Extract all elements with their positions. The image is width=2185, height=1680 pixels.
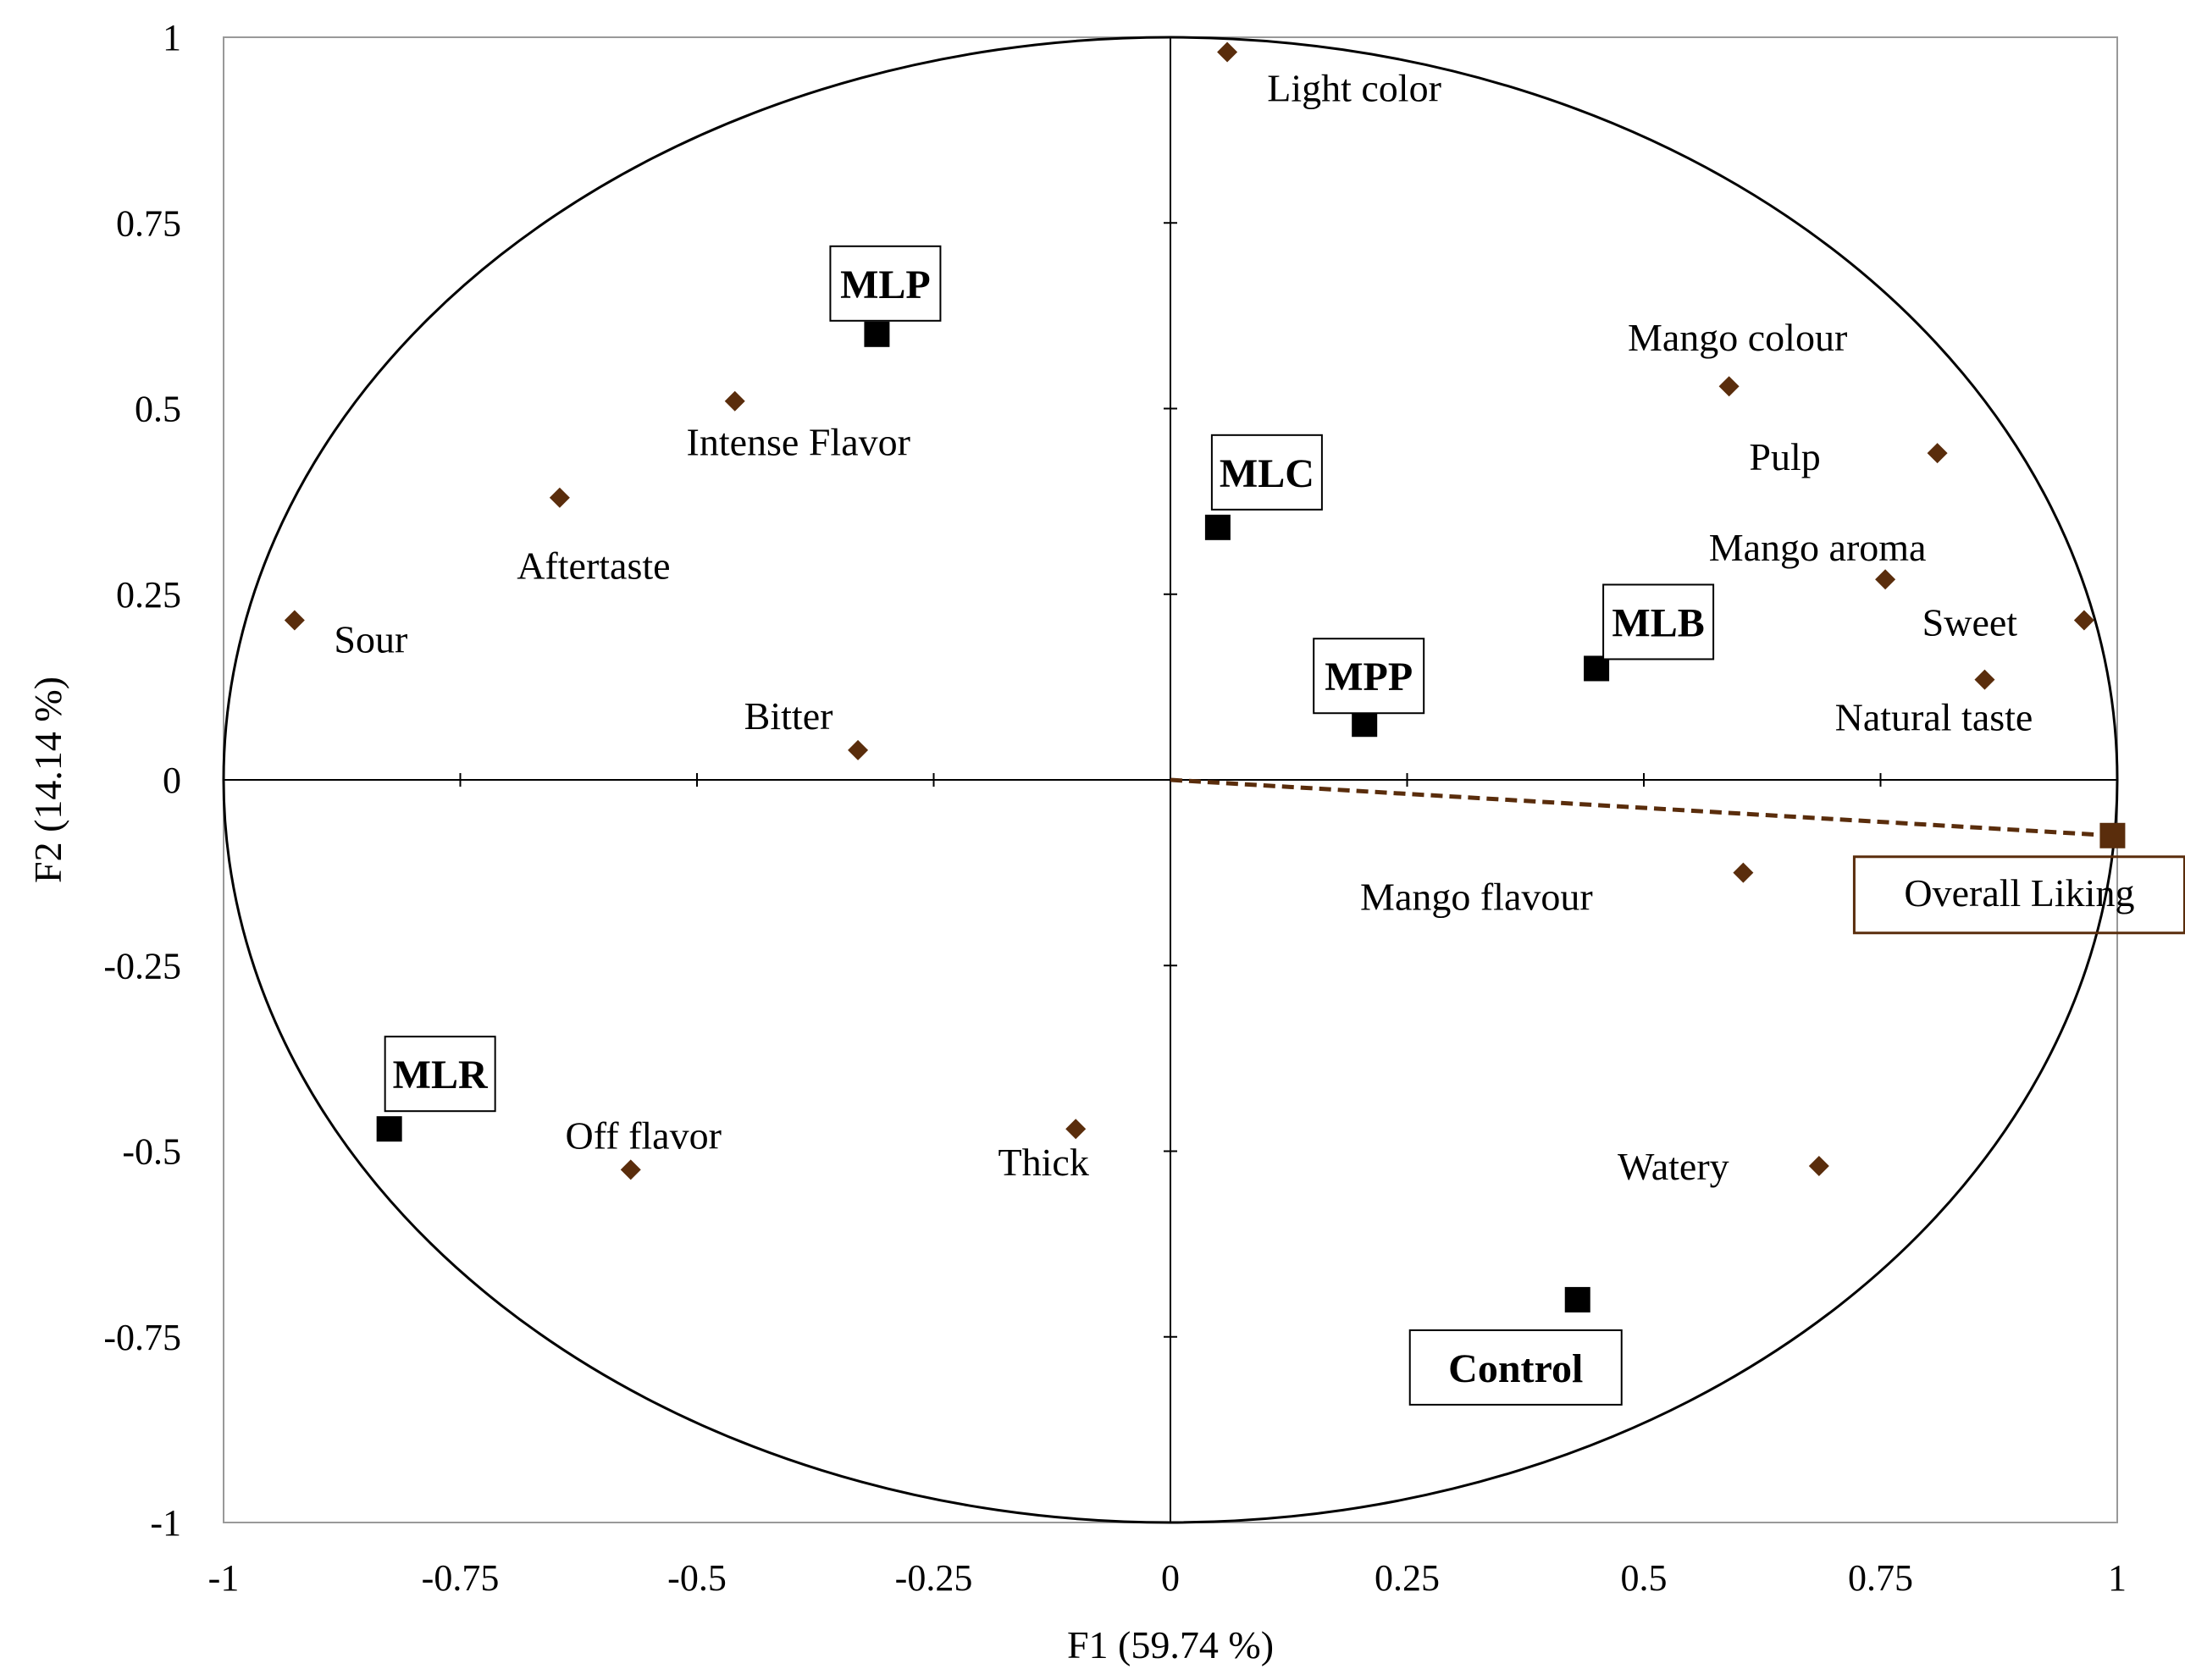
attribute-label-sweet: Sweet — [1922, 600, 2018, 644]
attribute-point-bitter — [848, 739, 869, 760]
attribute-point-off-flavor — [620, 1159, 641, 1180]
attribute-label-off-flavor: Off flavor — [566, 1114, 722, 1157]
attribute-label-bitter: Bitter — [744, 694, 833, 738]
sample-label-box-mlr — [384, 1036, 496, 1113]
overall-liking-vector — [1170, 777, 2113, 838]
attribute-point-thick — [1065, 1119, 1087, 1140]
attribute-label-thick: Thick — [998, 1141, 1089, 1184]
attribute-point-sweet — [2073, 610, 2094, 631]
y-tick-label: -0.75 — [103, 1317, 181, 1358]
x-tick-label: 0 — [1161, 1557, 1180, 1599]
point-labels: Light color Intense Flavor Aftertaste Sour B… — [334, 67, 2185, 1406]
attribute-point-natural-taste — [1974, 669, 1995, 690]
attribute-point-intense-flavor — [724, 390, 745, 412]
sample-label-box-mlb — [1602, 583, 1715, 660]
attribute-label-intense-flavor: Intense Flavor — [687, 421, 910, 464]
y-tick-label: 0.5 — [135, 389, 181, 430]
y-tick-label: -0.5 — [122, 1131, 181, 1173]
attribute-label-pulp: Pulp — [1749, 435, 1820, 478]
sample-point-mlc — [1204, 514, 1231, 540]
attribute-label-watery: Watery — [1618, 1145, 1729, 1188]
attribute-point-light-color — [1217, 41, 1238, 63]
attribute-label-light-color: Light color — [1267, 67, 1441, 110]
sample-label-box-mlp — [829, 245, 942, 322]
sample-label-mlb: MLB — [1612, 600, 1704, 645]
vector-line-overall-liking — [1170, 777, 2113, 838]
attribute-point-mango-flavour — [1733, 862, 1754, 883]
y-tick-label: 0 — [163, 760, 181, 801]
attribute-point-sour — [284, 610, 305, 631]
attribute-label-natural-taste: Natural taste — [1835, 696, 2033, 739]
supplementary-point-overall-liking — [2099, 822, 2126, 848]
attribute-point-mango-colour — [1718, 376, 1740, 397]
attribute-label-mango-flavour: Mango flavour — [1360, 876, 1593, 919]
supplementary-label-box-overall-liking — [1852, 855, 2185, 935]
x-tick-label: 0.75 — [1848, 1557, 1913, 1599]
attribute-label-sour: Sour — [334, 617, 407, 660]
y-tick-label: -1 — [150, 1502, 181, 1544]
attribute-point-pulp — [1927, 443, 1948, 464]
y-tick-label: -0.25 — [103, 945, 181, 986]
x-tick-label: -0.5 — [667, 1557, 727, 1599]
sample-point-mlr — [376, 1116, 402, 1142]
attribute-label-mango-aroma: Mango aroma — [1709, 526, 1927, 569]
sample-label-box-mpp — [1313, 638, 1425, 715]
x-axis-tick-labels: -1 -0.75 -0.5 -0.25 0 0.25 0.5 0.75 1 — [208, 1557, 2127, 1599]
x-tick-label: 1 — [2108, 1557, 2127, 1599]
sample-label-mpp: MPP — [1325, 655, 1413, 699]
x-tick-label: 0.25 — [1375, 1557, 1440, 1599]
x-tick-label: 0.5 — [1621, 1557, 1668, 1599]
x-axis-ticks — [223, 773, 2118, 787]
y-tick-label: 0.75 — [116, 202, 181, 244]
sample-label-mlc: MLC — [1220, 451, 1314, 496]
y-axis-tick-labels: -1 -0.75 -0.5 -0.25 0 0.25 0.5 0.75 1 — [103, 17, 181, 1544]
sample-label-box-control — [1408, 1329, 1623, 1406]
sample-label-control: Control — [1448, 1346, 1583, 1391]
attribute-point-mango-aroma — [1875, 569, 1896, 590]
y-tick-label: 0.25 — [116, 574, 181, 616]
supplementary-label-overall-liking: Overall Liking — [1904, 871, 2134, 915]
sample-label-mlr: MLR — [393, 1053, 489, 1097]
x-tick-label: -0.75 — [422, 1557, 500, 1599]
y-tick-label: 1 — [163, 17, 181, 58]
x-tick-label: -1 — [208, 1557, 240, 1599]
attribute-point-watery — [1808, 1156, 1829, 1177]
y-axis-title: F2 (14.14 %) — [26, 677, 69, 883]
sample-label-mlp: MLP — [840, 262, 931, 307]
data-markers — [284, 41, 2126, 1312]
x-axis-title: F1 (59.74 %) — [1067, 1623, 1274, 1666]
attribute-label-aftertaste: Aftertaste — [517, 544, 670, 588]
sample-label-box-mlc — [1210, 434, 1323, 511]
x-tick-label: -0.25 — [895, 1557, 973, 1599]
sample-point-mlp — [864, 321, 890, 347]
attribute-label-mango-colour: Mango colour — [1628, 316, 1847, 359]
sample-point-mpp — [1352, 711, 1378, 738]
sample-point-control — [1564, 1286, 1590, 1312]
attribute-point-aftertaste — [549, 487, 570, 508]
